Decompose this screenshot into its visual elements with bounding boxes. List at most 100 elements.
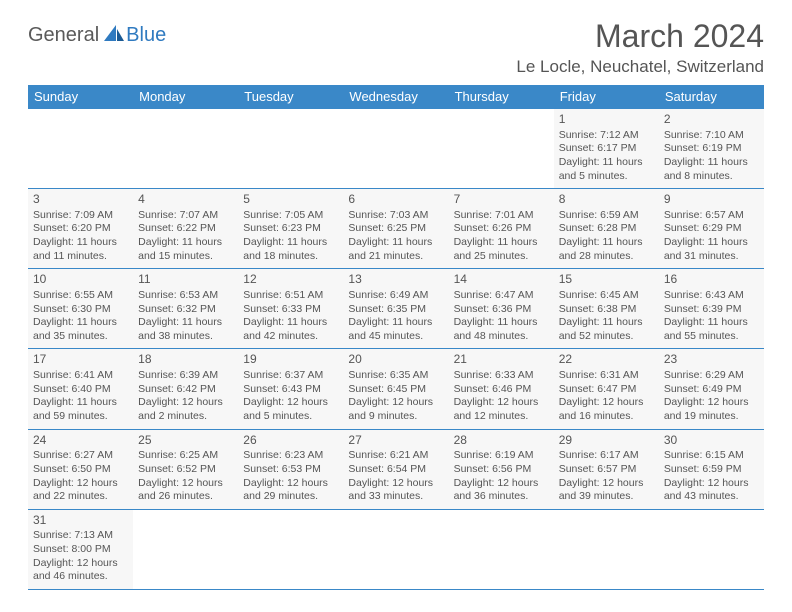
calendar-cell: 30Sunrise: 6:15 AMSunset: 6:59 PMDayligh… [659,429,764,509]
calendar-cell: 9Sunrise: 6:57 AMSunset: 6:29 PMDaylight… [659,189,764,269]
sunset-text: Sunset: 6:26 PM [454,222,549,236]
sunrise-text: Sunrise: 6:51 AM [243,289,338,303]
day-number: 18 [138,352,233,368]
day-number: 29 [559,433,654,449]
day-header: Monday [133,85,238,109]
calendar-cell: 14Sunrise: 6:47 AMSunset: 6:36 PMDayligh… [449,269,554,349]
calendar-cell: 2Sunrise: 7:10 AMSunset: 6:19 PMDaylight… [659,109,764,189]
calendar-cell: 6Sunrise: 7:03 AMSunset: 6:25 PMDaylight… [343,189,448,269]
sunset-text: Sunset: 6:49 PM [664,383,759,397]
month-title: March 2024 [516,18,764,55]
sunrise-text: Sunrise: 7:09 AM [33,209,128,223]
sunrise-text: Sunrise: 6:49 AM [348,289,443,303]
calendar-cell: 31Sunrise: 7:13 AMSunset: 8:00 PMDayligh… [28,509,133,589]
sunset-text: Sunset: 6:45 PM [348,383,443,397]
sunset-text: Sunset: 6:46 PM [454,383,549,397]
calendar-body: 1Sunrise: 7:12 AMSunset: 6:17 PMDaylight… [28,109,764,590]
daylight-text: Daylight: 12 hours and 16 minutes. [559,396,654,423]
sunrise-text: Sunrise: 6:39 AM [138,369,233,383]
sunset-text: Sunset: 6:54 PM [348,463,443,477]
sunset-text: Sunset: 6:50 PM [33,463,128,477]
sunrise-text: Sunrise: 6:55 AM [33,289,128,303]
calendar-cell: 16Sunrise: 6:43 AMSunset: 6:39 PMDayligh… [659,269,764,349]
sunset-text: Sunset: 6:56 PM [454,463,549,477]
calendar-cell: 8Sunrise: 6:59 AMSunset: 6:28 PMDaylight… [554,189,659,269]
sunset-text: Sunset: 6:40 PM [33,383,128,397]
calendar-cell: 29Sunrise: 6:17 AMSunset: 6:57 PMDayligh… [554,429,659,509]
day-number: 27 [348,433,443,449]
calendar-cell [343,509,448,589]
daylight-text: Daylight: 11 hours and 55 minutes. [664,316,759,343]
day-header: Thursday [449,85,554,109]
day-number: 5 [243,192,338,208]
daylight-text: Daylight: 11 hours and 38 minutes. [138,316,233,343]
sunset-text: Sunset: 6:25 PM [348,222,443,236]
daylight-text: Daylight: 11 hours and 25 minutes. [454,236,549,263]
day-number: 6 [348,192,443,208]
day-number: 1 [559,112,654,128]
calendar-cell: 13Sunrise: 6:49 AMSunset: 6:35 PMDayligh… [343,269,448,349]
calendar-cell: 11Sunrise: 6:53 AMSunset: 6:32 PMDayligh… [133,269,238,349]
sunset-text: Sunset: 6:57 PM [559,463,654,477]
daylight-text: Daylight: 12 hours and 12 minutes. [454,396,549,423]
day-header: Tuesday [238,85,343,109]
calendar-cell: 28Sunrise: 6:19 AMSunset: 6:56 PMDayligh… [449,429,554,509]
day-number: 16 [664,272,759,288]
day-number: 17 [33,352,128,368]
sunset-text: Sunset: 6:30 PM [33,303,128,317]
calendar-cell: 5Sunrise: 7:05 AMSunset: 6:23 PMDaylight… [238,189,343,269]
day-header: Sunday [28,85,133,109]
calendar-cell: 24Sunrise: 6:27 AMSunset: 6:50 PMDayligh… [28,429,133,509]
calendar-cell [343,109,448,189]
sunrise-text: Sunrise: 6:15 AM [664,449,759,463]
sunrise-text: Sunrise: 6:29 AM [664,369,759,383]
calendar-cell: 12Sunrise: 6:51 AMSunset: 6:33 PMDayligh… [238,269,343,349]
sunset-text: Sunset: 6:32 PM [138,303,233,317]
daylight-text: Daylight: 12 hours and 36 minutes. [454,477,549,504]
day-number: 11 [138,272,233,288]
daylight-text: Daylight: 11 hours and 42 minutes. [243,316,338,343]
daylight-text: Daylight: 11 hours and 11 minutes. [33,236,128,263]
daylight-text: Daylight: 11 hours and 45 minutes. [348,316,443,343]
calendar-cell [238,109,343,189]
day-number: 21 [454,352,549,368]
calendar-cell: 3Sunrise: 7:09 AMSunset: 6:20 PMDaylight… [28,189,133,269]
day-number: 31 [33,513,128,529]
day-number: 22 [559,352,654,368]
day-number: 26 [243,433,338,449]
sunrise-text: Sunrise: 6:47 AM [454,289,549,303]
sunset-text: Sunset: 6:38 PM [559,303,654,317]
daylight-text: Daylight: 12 hours and 19 minutes. [664,396,759,423]
sail-icon [104,25,124,41]
daylight-text: Daylight: 11 hours and 48 minutes. [454,316,549,343]
day-number: 24 [33,433,128,449]
sunset-text: Sunset: 6:28 PM [559,222,654,236]
daylight-text: Daylight: 12 hours and 29 minutes. [243,477,338,504]
daylight-text: Daylight: 11 hours and 52 minutes. [559,316,654,343]
calendar-cell: 27Sunrise: 6:21 AMSunset: 6:54 PMDayligh… [343,429,448,509]
day-header: Wednesday [343,85,448,109]
day-header: Friday [554,85,659,109]
day-number: 14 [454,272,549,288]
calendar-cell: 15Sunrise: 6:45 AMSunset: 6:38 PMDayligh… [554,269,659,349]
calendar-cell: 18Sunrise: 6:39 AMSunset: 6:42 PMDayligh… [133,349,238,429]
daylight-text: Daylight: 12 hours and 22 minutes. [33,477,128,504]
sunset-text: Sunset: 6:36 PM [454,303,549,317]
sunset-text: Sunset: 8:00 PM [33,543,128,557]
calendar-cell: 23Sunrise: 6:29 AMSunset: 6:49 PMDayligh… [659,349,764,429]
brand-part2: Blue [126,24,166,47]
calendar-cell: 4Sunrise: 7:07 AMSunset: 6:22 PMDaylight… [133,189,238,269]
sunrise-text: Sunrise: 7:03 AM [348,209,443,223]
day-number: 7 [454,192,549,208]
daylight-text: Daylight: 11 hours and 18 minutes. [243,236,338,263]
daylight-text: Daylight: 12 hours and 33 minutes. [348,477,443,504]
daylight-text: Daylight: 12 hours and 26 minutes. [138,477,233,504]
sunrise-text: Sunrise: 6:19 AM [454,449,549,463]
sunrise-text: Sunrise: 7:10 AM [664,129,759,143]
sunrise-text: Sunrise: 6:59 AM [559,209,654,223]
sunrise-text: Sunrise: 7:13 AM [33,529,128,543]
day-number: 20 [348,352,443,368]
daylight-text: Daylight: 11 hours and 5 minutes. [559,156,654,183]
calendar-cell [238,509,343,589]
location: Le Locle, Neuchatel, Switzerland [516,57,764,77]
